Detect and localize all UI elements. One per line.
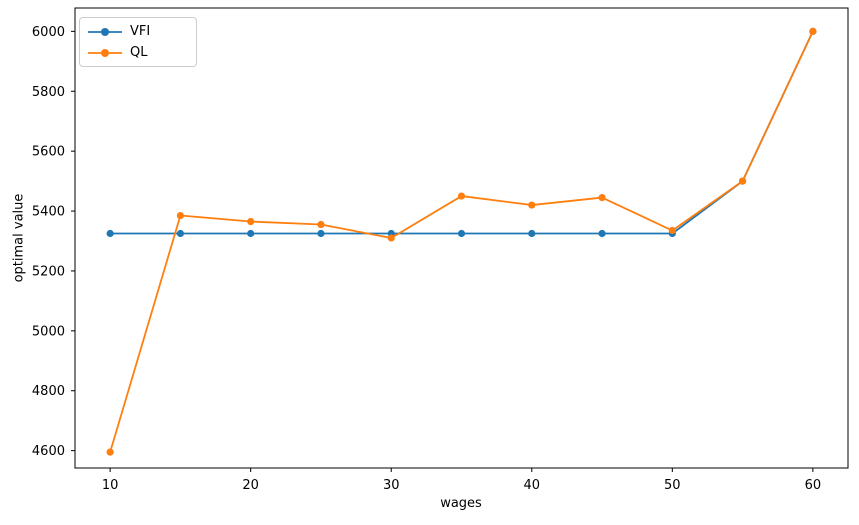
data-point-ql bbox=[457, 192, 466, 200]
x-tick-label: 30 bbox=[383, 478, 400, 493]
x-tick-label: 60 bbox=[805, 478, 822, 493]
x-axis-label: wages bbox=[440, 496, 482, 511]
legend-label-vfi: VFI bbox=[130, 24, 151, 39]
x-tick-label: 40 bbox=[523, 478, 540, 493]
plot-border bbox=[74, 7, 849, 469]
data-point-vfi bbox=[317, 229, 325, 238]
data-point-ql bbox=[528, 201, 536, 209]
legend-label-ql: QL bbox=[130, 45, 148, 60]
ql-line-marker-icon bbox=[88, 48, 122, 57]
legend-marker bbox=[101, 48, 109, 57]
y-tick-label: 4600 bbox=[32, 444, 65, 459]
data-point-ql bbox=[668, 226, 676, 235]
data-point-ql bbox=[598, 193, 606, 202]
x-tick-label: 10 bbox=[102, 478, 119, 493]
data-point-vfi bbox=[247, 229, 255, 238]
data-point-ql bbox=[176, 211, 185, 220]
data-point-vfi bbox=[106, 229, 114, 238]
data-point-ql bbox=[106, 448, 114, 456]
data-point-ql bbox=[317, 220, 325, 229]
y-tick-label: 5600 bbox=[32, 145, 65, 160]
data-point-vfi bbox=[176, 229, 185, 238]
x-tick-label: 50 bbox=[664, 478, 681, 493]
data-point-vfi bbox=[598, 229, 606, 238]
y-tick-label: 5000 bbox=[32, 324, 65, 339]
data-point-ql bbox=[738, 177, 747, 185]
y-tick-label: 5200 bbox=[32, 264, 65, 279]
legend-marker bbox=[101, 27, 109, 36]
series-line-vfi bbox=[109, 30, 814, 235]
x-tick-label: 20 bbox=[242, 478, 259, 493]
y-tick-label: 4800 bbox=[32, 384, 65, 399]
y-tick-label: 5800 bbox=[32, 85, 65, 100]
legend-item-vfi: VFI bbox=[87, 21, 188, 42]
data-point-vfi bbox=[457, 229, 466, 238]
y-axis-label: optimal value bbox=[11, 193, 27, 283]
data-point-ql bbox=[809, 27, 817, 35]
data-point-ql bbox=[247, 217, 255, 226]
vfi-line-marker-icon bbox=[88, 27, 122, 36]
legend: VFI QL bbox=[79, 17, 197, 67]
series-line-ql bbox=[109, 30, 814, 454]
y-tick-label: 6000 bbox=[32, 25, 65, 40]
data-point-vfi bbox=[528, 229, 536, 238]
y-tick-label: 5400 bbox=[32, 205, 65, 220]
data-point-ql bbox=[387, 234, 395, 242]
legend-item-ql: QL bbox=[87, 42, 188, 63]
